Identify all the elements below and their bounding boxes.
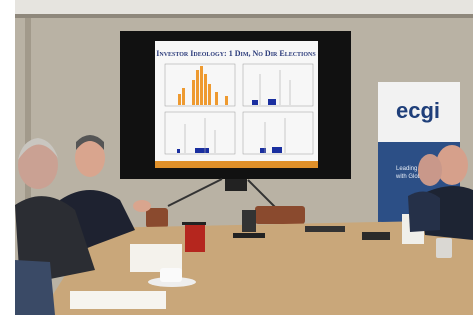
chair bbox=[146, 208, 168, 228]
notepad bbox=[130, 244, 182, 272]
monitor bbox=[242, 210, 256, 232]
photo: Investor Ideology: 1 Dim, No Dir Electio… bbox=[0, 0, 473, 315]
border bbox=[0, 0, 15, 315]
camera bbox=[225, 179, 247, 191]
papers bbox=[70, 291, 166, 309]
phone bbox=[233, 233, 265, 238]
page: Investor Ideology: 1 Dim, No Dir Electio… bbox=[0, 0, 473, 315]
device bbox=[362, 232, 390, 240]
binder bbox=[185, 222, 205, 252]
slide-title: Investor Ideology: 1 Dim, No Dir Electio… bbox=[156, 49, 316, 58]
chair bbox=[255, 206, 305, 224]
banner-tagline: with Glob bbox=[395, 174, 422, 180]
ceiling bbox=[15, 0, 473, 14]
laptop bbox=[182, 222, 206, 225]
cup bbox=[160, 268, 182, 282]
slide-footer-bar bbox=[155, 161, 318, 168]
ceiling-edge bbox=[15, 14, 473, 18]
banner-logo: ecgi bbox=[396, 98, 440, 123]
glass bbox=[436, 238, 452, 258]
device bbox=[305, 226, 345, 232]
banner-tagline: Leading bbox=[396, 166, 417, 172]
